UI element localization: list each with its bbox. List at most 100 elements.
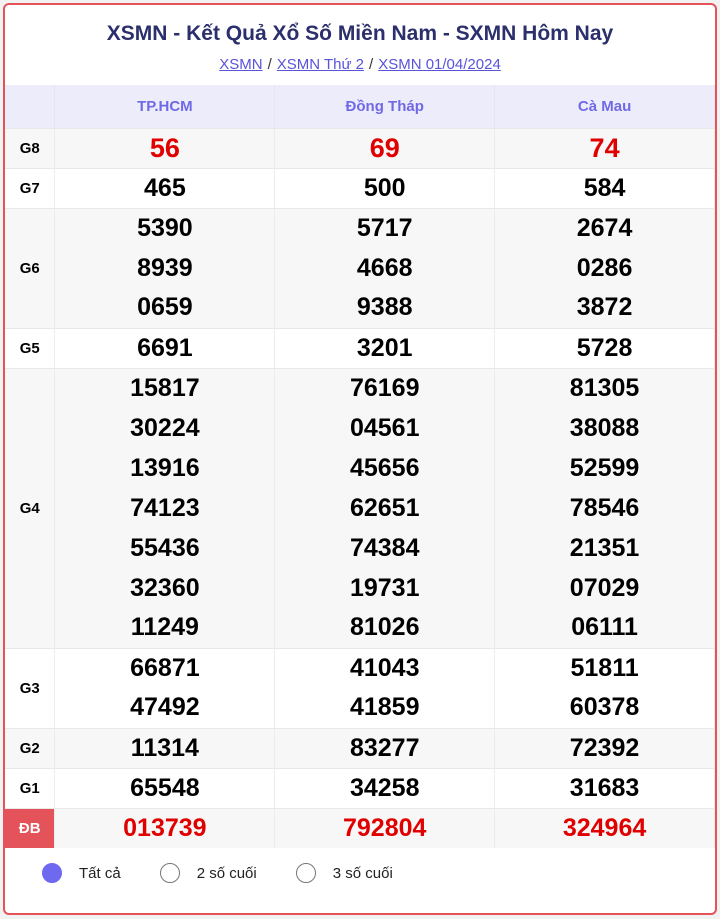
prize-number: 66871 — [54, 647, 276, 688]
table-header-row: TP.HCM Đồng Tháp Cà Mau — [5, 85, 715, 128]
prize-number: 0659 — [54, 288, 276, 328]
prize-number: 38088 — [494, 408, 715, 448]
table-row-g4: 30224 04561 38088 — [5, 408, 715, 448]
prize-number: 2674 — [494, 207, 715, 248]
prize-number: 11249 — [54, 608, 276, 648]
prize-number: 81305 — [494, 367, 715, 408]
digit-filter: Tất cả 2 số cuối 3 số cuối — [42, 863, 432, 883]
prize-number: 013739 — [54, 807, 276, 848]
prize-number: 5390 — [54, 207, 276, 248]
prize-number: 15817 — [54, 367, 276, 408]
province-header: TP.HCM — [54, 85, 276, 128]
prize-number: 3201 — [274, 327, 496, 368]
breadcrumb-xsmn-thu-2[interactable]: XSMN Thứ 2 — [276, 56, 365, 73]
table-row-g4: 32360 19731 07029 — [5, 568, 715, 608]
filter-all[interactable]: Tất cả — [42, 863, 121, 883]
table-row-g2: G2 11314 83277 72392 — [5, 727, 715, 768]
breadcrumb-date[interactable]: XSMN 01/04/2024 — [378, 56, 501, 73]
table-row-g4: 13916 45656 52599 — [5, 448, 715, 488]
radio-icon[interactable] — [42, 863, 62, 883]
table-row-g4: 11249 81026 06111 — [5, 608, 715, 648]
prize-number: 51811 — [494, 647, 715, 688]
results-card: XSMN - Kết Quả Xổ Số Miền Nam - SXMN Hôm… — [3, 3, 717, 915]
table-row-g4: 55436 74384 21351 — [5, 528, 715, 568]
prize-number: 72392 — [494, 727, 715, 768]
prize-number: 65548 — [54, 767, 276, 808]
table-row-g3: 47492 41859 60378 — [5, 688, 715, 728]
prize-number: 30224 — [54, 408, 276, 448]
table-row-g4: G4 15817 76169 81305 — [5, 367, 715, 648]
table-row-g7: G7 465 500 584 — [5, 167, 715, 208]
table-row-g8: G8 56 69 74 — [5, 127, 715, 168]
prize-number: 78546 — [494, 488, 715, 528]
prize-number: 04561 — [274, 408, 496, 448]
filter-last-2[interactable]: 2 số cuối — [159, 863, 257, 883]
radio-icon[interactable] — [159, 863, 180, 883]
page-title: XSMN - Kết Quả Xổ Số Miền Nam - SXMN Hôm… — [106, 22, 614, 45]
prize-number: 45656 — [274, 448, 496, 488]
prize-label: G5 — [5, 327, 56, 368]
prize-label: G2 — [5, 727, 56, 768]
prize-number: 4668 — [274, 248, 496, 288]
prize-number: 83277 — [274, 727, 496, 768]
prize-number: 41043 — [274, 647, 496, 688]
prize-number: 3872 — [494, 288, 715, 328]
filter-label: 3 số cuối — [332, 864, 393, 882]
prize-number: 6691 — [54, 327, 276, 368]
table-row-g6: 8939 4668 0286 — [5, 248, 715, 288]
prize-number: 55436 — [54, 528, 276, 568]
table-row-g3: G3 66871 41043 51811 — [5, 647, 715, 728]
prize-column-header — [5, 85, 56, 128]
table-row-g6: G6 5390 5717 2674 — [5, 207, 715, 328]
prize-number: 8939 — [54, 248, 276, 288]
prize-number: 11314 — [54, 727, 276, 768]
prize-number: 9388 — [274, 288, 496, 328]
prize-number: 74384 — [274, 528, 496, 568]
table-row-đb: ĐB 013739 792804 324964 — [5, 807, 715, 848]
results-table: TP.HCM Đồng Tháp Cà Mau G8 56 69 74 G7 465 500… — [5, 85, 715, 848]
prize-label: G6 — [5, 207, 56, 328]
prize-number: 32360 — [54, 568, 276, 608]
prize-number: 62651 — [274, 488, 496, 528]
prize-number: 07029 — [494, 568, 715, 608]
prize-number: 465 — [54, 167, 276, 208]
prize-number: 500 — [274, 167, 496, 208]
prize-number: 69 — [274, 127, 496, 168]
prize-label: G3 — [5, 647, 56, 728]
radio-icon[interactable] — [295, 863, 316, 883]
breadcrumb-separator: / — [267, 56, 272, 73]
prize-number: 792804 — [274, 807, 496, 848]
table-row-g5: G5 6691 3201 5728 — [5, 327, 715, 368]
prize-number: 31683 — [494, 767, 715, 808]
prize-number: 34258 — [274, 767, 496, 808]
prize-label: G8 — [5, 127, 56, 168]
prize-number: 0286 — [494, 248, 715, 288]
prize-label: G7 — [5, 167, 56, 208]
table-row-g1: G1 65548 34258 31683 — [5, 767, 715, 808]
table-row-g6: 0659 9388 3872 — [5, 288, 715, 328]
province-header: Đồng Tháp — [274, 85, 496, 128]
breadcrumb-xsmn[interactable]: XSMN — [219, 56, 263, 73]
prize-label: G1 — [5, 767, 56, 808]
prize-number: 06111 — [494, 608, 715, 648]
filter-last-3[interactable]: 3 số cuối — [295, 863, 393, 883]
table-row-g4: 74123 62651 78546 — [5, 488, 715, 528]
prize-number: 13916 — [54, 448, 276, 488]
prize-number: 41859 — [274, 688, 496, 728]
filter-label: Tất cả — [79, 864, 121, 882]
prize-number: 76169 — [274, 367, 496, 408]
prize-number: 5728 — [494, 327, 715, 368]
prize-number: 81026 — [274, 608, 496, 648]
prize-number: 21351 — [494, 528, 715, 568]
prize-label: G4 — [5, 367, 56, 648]
prize-label: ĐB — [5, 807, 56, 848]
prize-number: 584 — [494, 167, 715, 208]
prize-number: 52599 — [494, 448, 715, 488]
prize-number: 74123 — [54, 488, 276, 528]
prize-number: 5717 — [274, 207, 496, 248]
prize-number: 324964 — [494, 807, 715, 848]
prize-number: 19731 — [274, 568, 496, 608]
province-header: Cà Mau — [494, 85, 715, 128]
prize-number: 47492 — [54, 688, 276, 728]
prize-number: 74 — [494, 127, 715, 168]
